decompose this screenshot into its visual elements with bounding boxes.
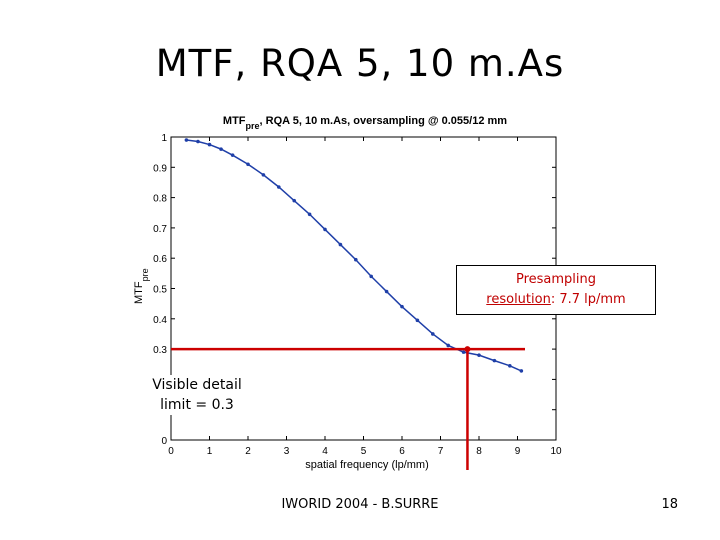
series-point-6 bbox=[261, 173, 266, 177]
x-tick-label-7: 7 bbox=[438, 446, 444, 457]
x-axis-label: spatial frequency (lp/mm) bbox=[305, 459, 429, 471]
callout-value: : 7.7 lp/mm bbox=[550, 292, 626, 307]
series-point-11 bbox=[338, 242, 343, 247]
series-line-0 bbox=[186, 139, 522, 372]
page-number: 18 bbox=[661, 497, 678, 512]
series-point-13 bbox=[369, 274, 374, 279]
series-point-2 bbox=[207, 142, 212, 147]
y-tick-label-6: 0.6 bbox=[153, 254, 167, 265]
series-point-18 bbox=[446, 343, 451, 348]
callout-line2: resolution: 7.7 lp/mm bbox=[457, 290, 655, 310]
x-tick-label-0: 0 bbox=[168, 446, 174, 457]
presampling-callout: Presampling resolution: 7.7 lp/mm bbox=[456, 265, 656, 315]
reference-intersection-point bbox=[464, 346, 471, 353]
series-point-0 bbox=[184, 138, 189, 142]
y-axis-label-sub: pre bbox=[140, 268, 150, 281]
x-tick-label-10: 10 bbox=[550, 446, 562, 457]
plot-title: MTFpre, RQA 5, 10 m.As, oversampling @ 0… bbox=[223, 115, 507, 131]
series-point-21 bbox=[492, 358, 497, 363]
y-axis-label-main: MTF bbox=[133, 281, 145, 304]
x-tick-label-1: 1 bbox=[207, 446, 213, 457]
series-point-5 bbox=[246, 162, 250, 167]
x-tick-label-2: 2 bbox=[245, 446, 251, 457]
series-point-15 bbox=[400, 304, 404, 309]
y-tick-label-9: 0.9 bbox=[153, 163, 167, 174]
series-point-7 bbox=[277, 185, 281, 189]
series-point-17 bbox=[431, 332, 435, 336]
series-point-14 bbox=[384, 289, 389, 294]
y-tick-label-5: 0.5 bbox=[153, 285, 167, 296]
y-tick-label-3: 0.3 bbox=[153, 345, 167, 356]
series-point-4 bbox=[230, 153, 235, 157]
series-point-16 bbox=[415, 318, 420, 323]
x-tick-label-6: 6 bbox=[399, 446, 405, 457]
plot-title-main: MTF bbox=[223, 115, 246, 127]
callout-line1: Presampling bbox=[515, 272, 597, 287]
series-point-19 bbox=[461, 350, 466, 354]
x-tick-label-8: 8 bbox=[476, 446, 482, 457]
x-tick-label-4: 4 bbox=[322, 446, 328, 457]
series-point-22 bbox=[508, 363, 512, 368]
y-tick-label-8: 0.8 bbox=[153, 194, 167, 205]
series-point-8 bbox=[292, 198, 297, 203]
tick-labels: 01234567891000.10.20.30.40.50.60.70.80.9… bbox=[153, 133, 562, 457]
slide-title: MTF, RQA 5, 10 m.As bbox=[155, 42, 565, 85]
plot-title-rest: , RQA 5, 10 m.As, oversampling @ 0.055/1… bbox=[260, 115, 508, 127]
y-tick-label-10: 1 bbox=[161, 133, 167, 144]
callout-label: resolution bbox=[486, 292, 551, 307]
y-tick-label-0: 0 bbox=[161, 436, 167, 447]
visible-detail-note: Visible detail limit = 0.3 bbox=[142, 375, 252, 415]
plot-title-sub: pre bbox=[246, 121, 260, 131]
note-line2: limit = 0.3 bbox=[160, 397, 234, 413]
series-point-3 bbox=[219, 147, 223, 151]
footer-text: IWORID 2004 - B.SURRE bbox=[281, 497, 439, 512]
series-point-10 bbox=[323, 227, 327, 232]
series-point-1 bbox=[196, 139, 200, 144]
mtf-series bbox=[184, 138, 524, 373]
x-tick-label-9: 9 bbox=[515, 446, 521, 457]
series-point-9 bbox=[307, 212, 312, 217]
note-line1: Visible detail bbox=[152, 377, 242, 393]
y-axis-label: MTFpre bbox=[133, 268, 150, 304]
reference-lines bbox=[171, 346, 525, 470]
x-tick-label-3: 3 bbox=[284, 446, 290, 457]
series-point-12 bbox=[354, 257, 358, 262]
y-tick-label-4: 0.4 bbox=[153, 315, 167, 326]
x-tick-label-5: 5 bbox=[361, 446, 367, 457]
series-point-20 bbox=[477, 353, 481, 357]
series-point-23 bbox=[519, 369, 524, 373]
y-tick-label-7: 0.7 bbox=[153, 224, 167, 235]
